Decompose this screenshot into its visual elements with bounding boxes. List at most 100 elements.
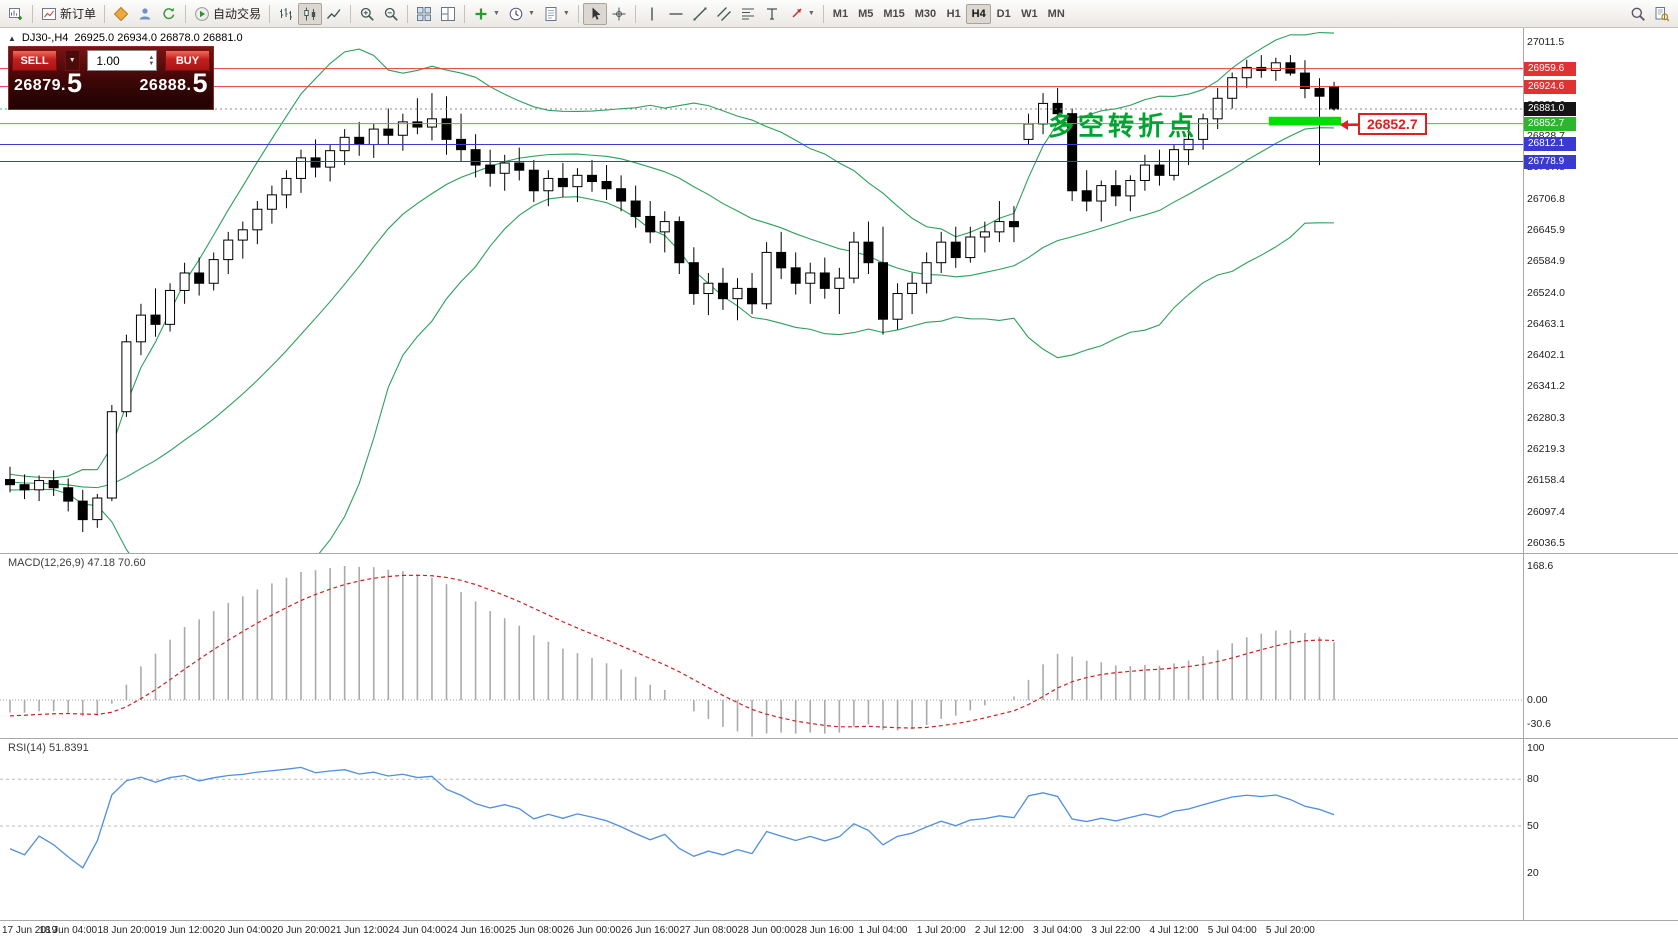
timeframe-mn[interactable]: MN	[1047, 7, 1065, 20]
chevron-down-icon: ▼	[527, 10, 535, 17]
time-axis-label: 18 Jun 20:00	[97, 925, 156, 936]
chart-annotation[interactable]: 多空转折点	[1048, 111, 1199, 141]
horizontal-line-button[interactable]	[664, 3, 688, 25]
price-badge: 26924.6	[1524, 79, 1576, 94]
search-button[interactable]	[1626, 3, 1650, 25]
time-axis-label: 24 Jun 04:00	[388, 925, 447, 936]
toolbar-separator	[32, 4, 33, 23]
search-icon	[1631, 7, 1645, 21]
time-axis-label: 28 Jun 16:00	[795, 925, 854, 936]
chevron-down-icon: ▼	[68, 57, 76, 64]
zoom-out-button[interactable]	[379, 3, 403, 25]
autotrading-button[interactable]: 自动交易	[190, 3, 265, 25]
arrange-windows-button[interactable]	[412, 3, 436, 25]
tile-windows-button[interactable]	[436, 3, 460, 25]
timeframe-h4[interactable]: H4	[966, 3, 992, 24]
panel-divider[interactable]	[0, 738, 1678, 739]
timeframe-m5[interactable]: M5	[858, 7, 874, 20]
rsi-axis-label: 20	[1527, 866, 1539, 879]
buy-price: 26888. 5	[139, 70, 208, 97]
sell-price-main: 26879.	[14, 76, 66, 94]
toolbar-separator	[269, 4, 271, 23]
price-callout[interactable]: 26852.7	[1358, 113, 1427, 135]
macd-indicator-header: MACD(12,26,9) 47.18 70.60	[8, 557, 146, 569]
price-axis-label: 26341.2	[1527, 380, 1565, 393]
macd-axis-label: 168.6	[1527, 560, 1554, 572]
time-axis-label: 18 Jun 04:00	[39, 925, 98, 936]
time-axis-label: 25 Jun 08:00	[504, 925, 563, 936]
sell-price-big: 5	[66, 68, 83, 98]
periods-button[interactable]: ▼	[504, 3, 539, 25]
line-chart-button[interactable]	[322, 3, 346, 25]
price-axis-line	[1523, 28, 1524, 920]
price-axis-label: 26402.1	[1527, 349, 1565, 362]
timeframe-m15[interactable]: M15	[883, 7, 905, 20]
time-axis-label: 24 Jun 16:00	[446, 925, 505, 936]
templates-button[interactable]: ▼	[539, 3, 574, 25]
new-order-button-label: 新订单	[60, 7, 97, 21]
rsi-axis-label: 100	[1527, 742, 1545, 754]
bar-chart-button[interactable]	[274, 3, 298, 25]
sell-price: 26879. 5	[14, 68, 83, 98]
stepper-down-icon[interactable]: ▼	[148, 60, 155, 67]
panel-divider[interactable]	[0, 553, 1678, 554]
price-badge: 26959.6	[1524, 61, 1576, 76]
callout-line	[1347, 124, 1359, 126]
zoom-in-button[interactable]	[355, 3, 379, 25]
time-axis-label: 4 Jul 12:00	[1149, 925, 1199, 936]
price-axis-label: 26280.3	[1527, 411, 1565, 424]
volume-stepper[interactable]: ▲ ▼	[148, 55, 154, 67]
time-axis-label: 28 Jun 00:00	[737, 925, 796, 936]
channel-button[interactable]	[712, 3, 736, 25]
toolbar-separator	[464, 4, 466, 23]
timeframe-w1[interactable]: W1	[1021, 7, 1038, 20]
cursor-button[interactable]	[582, 2, 607, 25]
volume-input[interactable]: 1.00 ▲ ▼	[87, 50, 158, 71]
template-icon	[545, 6, 557, 21]
timeframe-h1[interactable]: H1	[946, 7, 961, 20]
rsi-axis-label: 80	[1527, 773, 1539, 786]
new-order-button[interactable]: 新订单	[37, 3, 100, 25]
price-badge: 26812.1	[1524, 137, 1576, 152]
collapse-panel-icon[interactable]: ▲	[8, 33, 16, 43]
toolbar-separator	[577, 4, 579, 23]
chart-symbol-period: DJ30-,H4	[21, 32, 69, 44]
timeframe-d1[interactable]: D1	[996, 7, 1011, 20]
indicators-button[interactable]: ▼	[469, 3, 504, 25]
timeframe-m30[interactable]: M30	[914, 7, 937, 20]
price-badge: 26852.7	[1524, 116, 1576, 131]
period-icon	[509, 7, 523, 20]
new-chart-button[interactable]	[4, 3, 28, 25]
rsi-indicator-header: RSI(14) 51.8391	[8, 742, 89, 754]
toolbar-separator	[104, 4, 106, 23]
price-axis-label: 26706.8	[1527, 192, 1565, 205]
line-icon	[327, 8, 341, 19]
market-watch-button[interactable]	[109, 3, 133, 25]
time-axis-label: 1 Jul 20:00	[916, 925, 966, 936]
chart-info-line: ▲ DJ30-,H4 26925.0 26934.0 26878.0 26881…	[8, 32, 243, 44]
time-axis-label: 17 Jun 2019	[2, 925, 58, 936]
buy-price-main: 26888.	[139, 76, 192, 94]
price-axis-label: 26584.9	[1527, 255, 1565, 268]
toolbar-separator	[634, 4, 636, 23]
crosshair-button[interactable]	[607, 3, 631, 25]
time-axis-label: 2 Jul 12:00	[974, 925, 1024, 936]
refresh-button[interactable]	[157, 3, 181, 25]
macd-axis-label: -30.6	[1527, 718, 1551, 730]
price-axis-label: 26950.6	[1527, 67, 1565, 80]
sell-button[interactable]: SELL	[12, 50, 57, 71]
vertical-line-button[interactable]	[640, 3, 664, 25]
autotrading-button-label: 自动交易	[213, 7, 262, 21]
price-axis-label: 27011.5	[1527, 36, 1565, 48]
fibonacci-button[interactable]	[736, 3, 760, 25]
text-tool-button[interactable]	[760, 3, 784, 25]
crosshair-icon	[612, 7, 626, 20]
arrows-tool-button[interactable]: ▼	[784, 3, 819, 25]
candlestick-chart-button[interactable]	[298, 2, 323, 25]
profiles-button[interactable]	[133, 3, 157, 25]
timeframe-m1[interactable]: M1	[832, 7, 849, 20]
symbol-search-button[interactable]	[1650, 3, 1674, 25]
time-axis-label: 1 Jul 04:00	[858, 925, 908, 936]
trendline-button[interactable]	[688, 3, 712, 25]
